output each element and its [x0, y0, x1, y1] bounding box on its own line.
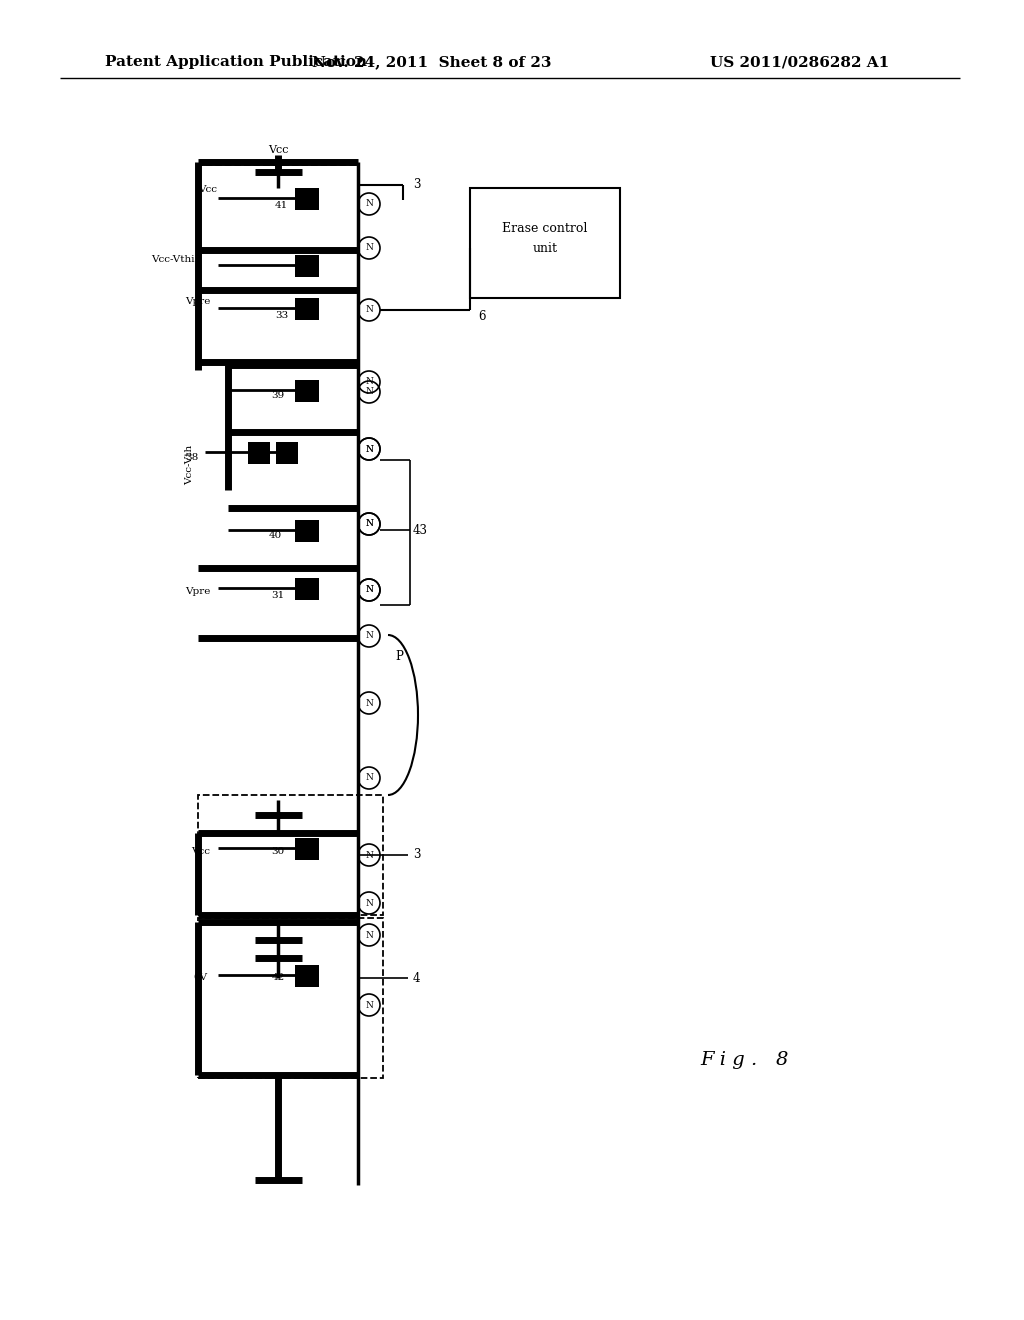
- Text: Erase control: Erase control: [503, 222, 588, 235]
- Text: P: P: [395, 649, 402, 663]
- Text: 43: 43: [413, 524, 428, 536]
- Text: 31: 31: [271, 590, 285, 599]
- Text: 6: 6: [478, 309, 485, 322]
- Text: US 2011/0286282 A1: US 2011/0286282 A1: [711, 55, 890, 69]
- Text: 38: 38: [184, 454, 198, 462]
- Bar: [295, 380, 319, 403]
- Text: N: N: [366, 631, 373, 640]
- Bar: [295, 298, 319, 319]
- Text: N: N: [366, 445, 373, 454]
- Bar: [276, 442, 298, 465]
- Bar: [198, 165, 358, 290]
- Text: F i g .   8: F i g . 8: [700, 1051, 788, 1069]
- Text: N: N: [366, 774, 373, 783]
- Text: 39: 39: [271, 391, 285, 400]
- Text: 42: 42: [271, 974, 285, 982]
- Text: unit: unit: [532, 242, 557, 255]
- Text: Vcc-Vth: Vcc-Vth: [185, 445, 195, 486]
- Text: Vpre: Vpre: [184, 587, 210, 597]
- Bar: [295, 187, 319, 210]
- Text: Patent Application Publication: Patent Application Publication: [105, 55, 367, 69]
- Text: Vpre: Vpre: [184, 297, 210, 306]
- Text: N: N: [366, 243, 373, 252]
- Text: 40: 40: [268, 531, 282, 540]
- Text: N: N: [366, 586, 373, 594]
- Text: N: N: [366, 378, 373, 387]
- Bar: [295, 520, 319, 543]
- Text: N: N: [366, 698, 373, 708]
- Bar: [198, 917, 383, 1078]
- Text: 3: 3: [413, 178, 421, 191]
- Text: Vcc: Vcc: [191, 847, 210, 857]
- Text: 41: 41: [274, 201, 288, 210]
- Text: Vcc-Vthi: Vcc-Vthi: [152, 256, 195, 264]
- Bar: [470, 187, 620, 298]
- Text: N: N: [366, 1001, 373, 1010]
- Text: 4: 4: [413, 972, 421, 985]
- Bar: [198, 795, 383, 915]
- Text: N: N: [366, 199, 373, 209]
- Text: Nov. 24, 2011  Sheet 8 of 23: Nov. 24, 2011 Sheet 8 of 23: [312, 55, 552, 69]
- Text: N: N: [366, 850, 373, 859]
- Text: N: N: [366, 305, 373, 314]
- Text: 30: 30: [271, 847, 285, 857]
- Text: N: N: [366, 586, 373, 594]
- Text: 33: 33: [274, 310, 288, 319]
- Text: Vcc: Vcc: [267, 145, 288, 154]
- Bar: [295, 965, 319, 987]
- Bar: [248, 442, 270, 465]
- Text: N: N: [366, 445, 373, 454]
- Text: N: N: [366, 388, 373, 396]
- Text: N: N: [366, 520, 373, 528]
- Text: Vcc: Vcc: [198, 186, 217, 194]
- Bar: [295, 578, 319, 601]
- Text: N: N: [366, 899, 373, 908]
- Text: 3: 3: [413, 849, 421, 862]
- Text: N: N: [366, 931, 373, 940]
- Text: N: N: [366, 520, 373, 528]
- Bar: [295, 838, 319, 861]
- Bar: [295, 255, 319, 277]
- Text: 0V: 0V: [194, 974, 208, 982]
